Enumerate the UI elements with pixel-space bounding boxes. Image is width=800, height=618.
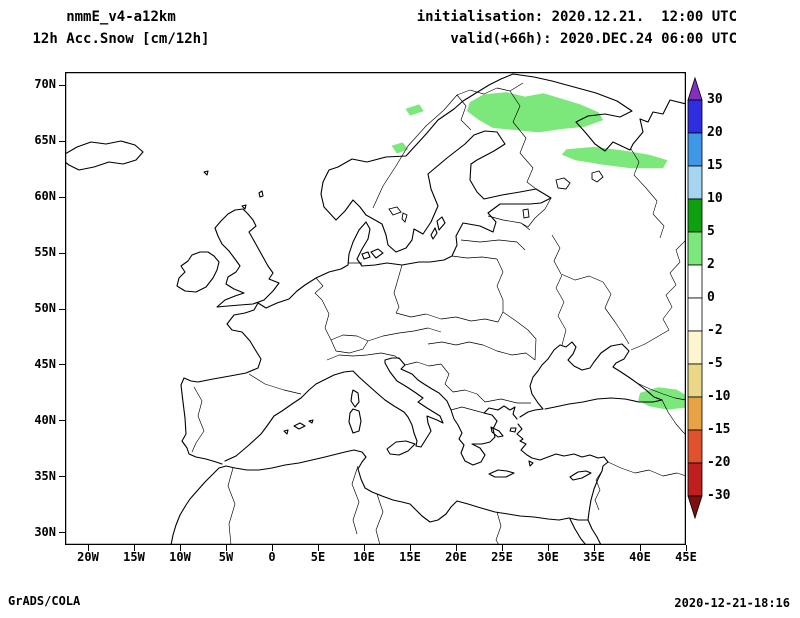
colorbar-svg bbox=[687, 76, 703, 520]
y-tick-mark bbox=[59, 140, 65, 142]
colorbar-level-label: -2 bbox=[707, 323, 723, 338]
x-tick-mark bbox=[547, 545, 549, 551]
x-tick-label: 45E bbox=[675, 550, 697, 564]
plot-time-block: initialisation: 2020.12.21. 12:00 UTC va… bbox=[417, 6, 737, 50]
colorbar-segment bbox=[687, 231, 703, 266]
colorbar-segment bbox=[687, 363, 703, 398]
x-tick-label: 5E bbox=[310, 550, 326, 564]
y-tick-label: 70N bbox=[34, 77, 56, 92]
y-tick-mark bbox=[59, 364, 65, 366]
x-tick-mark bbox=[501, 545, 503, 551]
x-tick-mark bbox=[87, 545, 89, 551]
snow-region-northern-scandinavia-finland bbox=[467, 92, 604, 133]
colorbar-segment bbox=[687, 429, 703, 464]
snow-region-norway-coast-south bbox=[391, 142, 409, 154]
x-tick-label: 30E bbox=[537, 550, 559, 564]
rivers-path bbox=[555, 148, 686, 351]
x-tick-mark bbox=[133, 545, 135, 551]
colorbar-segment bbox=[687, 132, 703, 167]
x-tick-label: 5W bbox=[218, 550, 234, 564]
y-tick-mark bbox=[59, 252, 65, 254]
y-tick-mark bbox=[59, 84, 65, 86]
snow-region-caucasus-east-turkey bbox=[638, 387, 686, 410]
y-tick-label: 45N bbox=[34, 356, 56, 371]
snow-shading-layer bbox=[391, 92, 686, 410]
colorbar-segment bbox=[687, 198, 703, 233]
colorbar-level-label: 0 bbox=[707, 290, 715, 305]
europe-map bbox=[65, 72, 686, 545]
map-frame bbox=[65, 72, 686, 545]
colorbar-segment bbox=[687, 330, 703, 365]
y-tick-label: 55N bbox=[34, 245, 56, 260]
valid-time: valid(+66h): 2020.DEC.24 06:00 UTC bbox=[450, 31, 737, 47]
y-tick-mark bbox=[59, 476, 65, 478]
x-tick-mark bbox=[455, 545, 457, 551]
initialisation-time: initialisation: 2020.12.21. 12:00 UTC bbox=[416, 9, 737, 25]
colorbar-segment bbox=[687, 165, 703, 200]
x-tick-mark bbox=[179, 545, 181, 551]
x-tick-mark bbox=[317, 545, 319, 551]
y-tick-mark bbox=[59, 308, 65, 310]
x-tick-label: 15E bbox=[399, 550, 421, 564]
x-tick-label: 20E bbox=[445, 550, 467, 564]
x-tick-mark bbox=[363, 545, 365, 551]
y-tick-mark bbox=[59, 532, 65, 534]
y-tick-label: 60N bbox=[34, 189, 56, 204]
colorbar-level-label: -10 bbox=[707, 389, 731, 404]
y-tick-label: 65N bbox=[34, 133, 56, 148]
colorbar-level-label: -5 bbox=[707, 356, 723, 371]
grads-credit: GrADS/COLA bbox=[8, 594, 81, 608]
colorbar-segment bbox=[687, 462, 703, 497]
colorbar-level-label: 5 bbox=[707, 224, 715, 239]
model-name: nmmE_v4-a12km bbox=[66, 9, 176, 25]
plot-title-block: nmmE_v4-a12km 12h Acc.Snow [cm/12h] bbox=[14, 6, 228, 50]
colorbar-segment bbox=[687, 297, 703, 332]
creation-timestamp: 2020-12-21-18:16 bbox=[674, 596, 790, 610]
x-tick-mark bbox=[639, 545, 641, 551]
x-tick-label: 25E bbox=[491, 550, 513, 564]
colorbar-level-label: 15 bbox=[707, 158, 723, 173]
y-tick-label: 30N bbox=[34, 524, 56, 539]
colorbar-level-label: -20 bbox=[707, 455, 731, 470]
lakes-path bbox=[388, 170, 604, 223]
colorbar-segment bbox=[687, 264, 703, 299]
colorbar-level-label: -30 bbox=[707, 488, 731, 503]
colorbar-level-label: 30 bbox=[707, 92, 723, 107]
x-tick-mark bbox=[409, 545, 411, 551]
colorbar-over-arrow bbox=[687, 76, 703, 101]
colorbar-segment bbox=[687, 396, 703, 431]
colorbar-level-label: 20 bbox=[707, 125, 723, 140]
y-tick-mark bbox=[59, 196, 65, 198]
x-tick-label: 10E bbox=[353, 550, 375, 564]
y-tick-label: 35N bbox=[34, 468, 56, 483]
x-tick-mark bbox=[593, 545, 595, 551]
country-borders-path bbox=[191, 82, 686, 545]
x-tick-label: 40E bbox=[629, 550, 651, 564]
x-tick-mark bbox=[685, 545, 687, 551]
y-tick-mark bbox=[59, 420, 65, 422]
x-tick-label: 35E bbox=[583, 550, 605, 564]
colorbar-level-label: -15 bbox=[707, 422, 731, 437]
colorbar-segment bbox=[687, 99, 703, 134]
x-tick-label: 10W bbox=[169, 550, 191, 564]
y-tick-label: 40N bbox=[34, 412, 56, 427]
field-name: 12h Acc.Snow [cm/12h] bbox=[32, 31, 210, 47]
snow-region-norway-coast-north bbox=[405, 104, 424, 116]
x-tick-label: 20W bbox=[77, 550, 99, 564]
colorbar-under-arrow bbox=[687, 495, 703, 520]
colorbar-level-label: 2 bbox=[707, 257, 715, 272]
snow-region-nw-russia-band bbox=[561, 146, 668, 169]
y-tick-label: 50N bbox=[34, 301, 56, 316]
x-tick-mark bbox=[271, 545, 273, 551]
x-tick-label: 0 bbox=[268, 550, 276, 564]
colorbar-level-label: 10 bbox=[707, 191, 723, 206]
coastline-path bbox=[65, 73, 686, 545]
x-tick-mark bbox=[225, 545, 227, 551]
x-tick-label: 15W bbox=[123, 550, 145, 564]
